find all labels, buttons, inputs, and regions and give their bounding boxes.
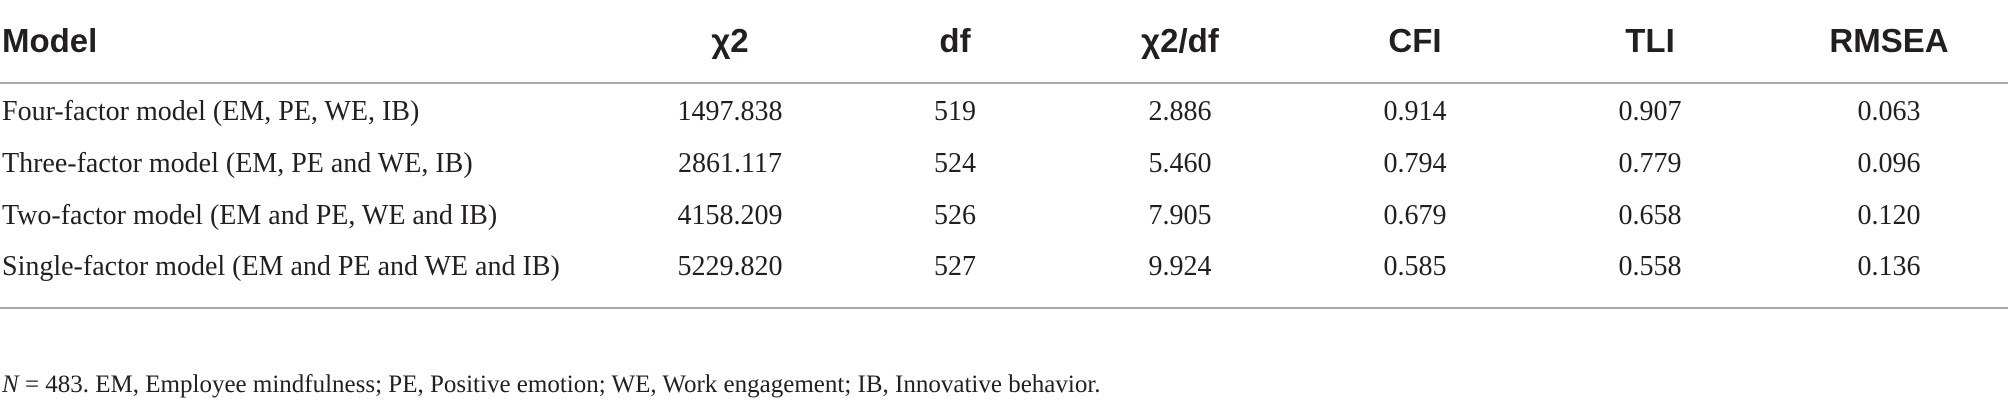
table-body: Four-factor model (EM, PE, WE, IB) 1497.… [0, 83, 2008, 292]
cell-df: 524 [934, 148, 976, 179]
column-header-chi-square: χ2 [610, 0, 850, 84]
cell-chi-square: 2861.117 [678, 148, 782, 179]
cell-tli: 0.558 [1618, 251, 1682, 282]
column-header-rmsea: RMSEA [1770, 0, 2008, 84]
column-header-df: df [850, 0, 1060, 84]
table-footnote: N = 483. EM, Employee mindfulness; PE, P… [2, 371, 1101, 399]
table-bottom-rule [0, 307, 2008, 309]
cell-chi-square-df: 2.886 [1148, 96, 1212, 127]
table-header: Model χ2 df χ2/df CFI TLI RMSEA [0, 0, 2008, 84]
header-row: Model χ2 df χ2/df CFI TLI RMSEA [0, 0, 2008, 84]
cell-df: 519 [934, 96, 976, 127]
cell-df: 526 [934, 200, 976, 231]
cell-tli: 0.907 [1618, 96, 1682, 127]
cell-rmsea: 0.120 [1857, 200, 1921, 231]
cell-chi-square-df: 9.924 [1148, 251, 1212, 282]
table-row: Two-factor model (EM and PE, WE and IB) … [0, 190, 2008, 242]
cell-rmsea: 0.096 [1857, 148, 1921, 179]
cell-chi-square-df: 5.460 [1148, 148, 1212, 179]
cell-cfi: 0.914 [1383, 96, 1447, 127]
column-header-cfi: CFI [1300, 0, 1530, 84]
column-header-model: Model [0, 0, 610, 84]
cfa-model-comparison-table: Model χ2 df χ2/df CFI TLI RMSEA Four-fac… [0, 0, 2008, 292]
cell-chi-square: 5229.820 [677, 251, 783, 282]
cell-tli: 0.779 [1618, 148, 1682, 179]
footnote-sample-size-label: N [2, 371, 19, 398]
cell-cfi: 0.794 [1383, 148, 1447, 179]
cell-chi-square: 4158.209 [677, 200, 783, 231]
cell-chi-square: 1497.838 [677, 96, 783, 127]
cell-cfi: 0.585 [1383, 251, 1447, 282]
cell-tli: 0.658 [1618, 200, 1682, 231]
column-header-tli: TLI [1530, 0, 1770, 84]
footnote-text: = 483. EM, Employee mindfulness; PE, Pos… [18, 371, 1101, 398]
table-row: Single-factor model (EM and PE and WE an… [0, 242, 2008, 292]
cell-model: Three-factor model (EM, PE and WE, IB) [2, 148, 473, 179]
cell-model: Two-factor model (EM and PE, WE and IB) [2, 200, 498, 231]
cell-cfi: 0.679 [1383, 200, 1447, 231]
table-row: Three-factor model (EM, PE and WE, IB) 2… [0, 138, 2008, 190]
table-row: Four-factor model (EM, PE, WE, IB) 1497.… [0, 83, 2008, 138]
cell-df: 527 [934, 251, 976, 282]
cell-rmsea: 0.136 [1857, 251, 1921, 282]
column-header-chi-square-df-ratio: χ2/df [1060, 0, 1300, 84]
cell-chi-square-df: 7.905 [1148, 200, 1212, 231]
cell-model: Single-factor model (EM and PE and WE an… [2, 251, 560, 282]
cfa-model-comparison-table-container: Model χ2 df χ2/df CFI TLI RMSEA Four-fac… [0, 0, 2008, 292]
cell-rmsea: 0.063 [1857, 96, 1921, 127]
cell-model: Four-factor model (EM, PE, WE, IB) [2, 96, 420, 127]
